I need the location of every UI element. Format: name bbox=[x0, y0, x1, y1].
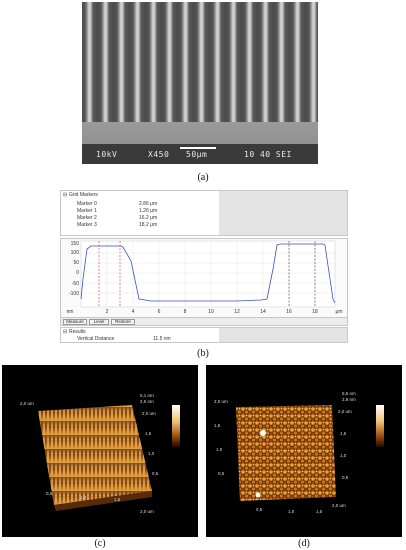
z-max-label-c: 5,1 nm bbox=[140, 393, 154, 398]
marker-1-value: 1.26 μm bbox=[139, 208, 158, 214]
axis-right-tick-c: 1,0 bbox=[148, 451, 155, 456]
axis-right-tick-d: 1,0 bbox=[340, 453, 347, 458]
y-tick-label: -100 bbox=[69, 291, 79, 297]
vertical-distance-label: Vertical Distance bbox=[77, 336, 115, 342]
afm-image-d: 5,6 nm 2,8 nm 2,0 um 1,5 1,0 0,5 2,0 um … bbox=[206, 365, 402, 537]
axis-right-tick-c: 0,5 bbox=[152, 471, 159, 476]
axis-right-end-d: 2,0 um bbox=[338, 409, 352, 414]
axis-right-tick-d: 0,5 bbox=[342, 475, 349, 480]
collapse-toggle-icon[interactable]: ⊟ bbox=[63, 192, 68, 198]
caption-b: (b) bbox=[197, 348, 209, 359]
afm-image-c: 5,1 nm 2,5 nm 2,0 um 2,0 um 1,5 1,0 0,5 … bbox=[2, 365, 198, 537]
x-tick-label: 18 bbox=[312, 309, 318, 315]
sem-voltage-label: 10kV bbox=[96, 150, 118, 159]
marker-0-value: 2.86 μm bbox=[139, 201, 158, 207]
x-tick-label: 16 bbox=[286, 309, 292, 315]
z-mid-label-c: 2,5 nm bbox=[140, 399, 154, 404]
axis-left-tick-d: 1,5 bbox=[214, 423, 221, 428]
grid-markers-title: Grid Markers bbox=[69, 192, 98, 198]
x-tick-label: 2 bbox=[106, 309, 109, 315]
marker-3-value: 18.2 μm bbox=[139, 222, 158, 228]
afm-particle bbox=[260, 430, 266, 436]
profile-plot-panel: 150 100 50 0 -50 -100 nm 2 4 6 8 10 12 1… bbox=[60, 238, 348, 318]
sem-info-band bbox=[82, 144, 318, 164]
afm-surface-c-edge bbox=[54, 491, 152, 511]
caption-a: (a) bbox=[197, 172, 209, 183]
restore-button[interactable]: Restore bbox=[111, 319, 135, 325]
axis-right-tick-c: 1,5 bbox=[145, 431, 152, 436]
axis-bottom-tick-c: 0,5 bbox=[46, 491, 53, 496]
marker-2-value: 16.2 μm bbox=[139, 215, 158, 221]
plot-gridlines bbox=[81, 241, 335, 307]
y-unit-label: nm bbox=[67, 309, 74, 315]
results-side-pane bbox=[219, 328, 347, 342]
marker-1-name[interactable]: Marker 1 bbox=[77, 208, 97, 214]
sem-grating-fins bbox=[82, 2, 318, 122]
results-collapse-icon[interactable]: ⊟ bbox=[63, 329, 68, 335]
afm-particle bbox=[255, 492, 261, 498]
axis-bottom-tick-c: 1,5 bbox=[114, 497, 121, 502]
axis-bottom-tick-d: 0,5 bbox=[256, 507, 263, 512]
afm-colorbar-d bbox=[376, 405, 384, 447]
z-max-label-d: 5,6 nm bbox=[342, 391, 356, 396]
axis-bottom-tick-d: 1,0 bbox=[288, 509, 295, 514]
x-tick-label: 14 bbox=[260, 309, 266, 315]
results-title: Results bbox=[69, 329, 86, 335]
y-tick-label: -50 bbox=[72, 281, 79, 287]
axis-right-end-c: 2,0 um bbox=[142, 411, 156, 416]
x-tick-label: 6 bbox=[158, 309, 161, 315]
y-tick-label: 150 bbox=[71, 241, 80, 247]
sem-scale-label: 50μm bbox=[186, 150, 208, 159]
axis-bottom-tick-c: 1,0 bbox=[80, 495, 87, 500]
sem-magnification-label: X450 bbox=[148, 150, 170, 159]
y-tick-label: 0 bbox=[76, 270, 79, 276]
z-mid-label-d: 2,8 nm bbox=[342, 397, 356, 402]
axis-bottom-end-c: 2,0 um bbox=[140, 509, 154, 514]
marker-3-name[interactable]: Marker 3 bbox=[77, 222, 97, 228]
results-panel: ⊟ Results Vertical Distance 11.5 nm bbox=[60, 327, 348, 343]
axis-bottom-end-d: 2,0 um bbox=[332, 503, 346, 508]
sem-detector-label: 10 40 SEI bbox=[244, 150, 292, 159]
axis-bottom-tick-d: 1,5 bbox=[316, 509, 323, 514]
y-tick-label: 100 bbox=[71, 250, 80, 256]
x-tick-label: 12 bbox=[234, 309, 240, 315]
x-tick-label: 4 bbox=[132, 309, 135, 315]
x-unit-label: μm bbox=[335, 309, 342, 315]
sem-image: 10kV X450 50μm 10 40 SEI bbox=[82, 2, 318, 164]
x-tick-label: 10 bbox=[208, 309, 214, 315]
measure-button[interactable]: Measure bbox=[63, 319, 87, 325]
grid-markers-panel: ⊟ Grid Markers Marker 0 2.86 μm Marker 1… bbox=[60, 190, 348, 236]
plot-area bbox=[80, 240, 336, 308]
afm-colorbar-c bbox=[172, 405, 180, 447]
x-tick-label: 8 bbox=[184, 309, 187, 315]
y-tick-label: 50 bbox=[73, 260, 79, 266]
caption-d: (d) bbox=[298, 538, 310, 549]
grid-markers-side-pane bbox=[219, 191, 347, 235]
axis-left-top-d: 2,0 um bbox=[214, 399, 228, 404]
axis-left-tick-d: 0,5 bbox=[218, 471, 225, 476]
level-button[interactable]: Level bbox=[89, 319, 109, 325]
axis-right-tick-d: 1,5 bbox=[340, 431, 347, 436]
profile-line bbox=[80, 243, 336, 304]
marker-2-name[interactable]: Marker 2 bbox=[77, 215, 97, 221]
caption-c: (c) bbox=[94, 538, 106, 549]
axis-left-top-c: 2,0 um bbox=[20, 401, 34, 406]
sem-scale-bar bbox=[180, 147, 216, 149]
axis-left-tick-d: 1,0 bbox=[216, 447, 223, 452]
profile-toolbar: Measure Level Restore bbox=[60, 317, 348, 326]
marker-0-name[interactable]: Marker 0 bbox=[77, 201, 97, 207]
afm-surface-c bbox=[38, 405, 152, 505]
afm-surface-d bbox=[236, 405, 336, 501]
vertical-distance-value: 11.5 nm bbox=[153, 336, 171, 342]
profile-plot[interactable]: 150 100 50 0 -50 -100 nm 2 4 6 8 10 12 1… bbox=[61, 239, 347, 317]
